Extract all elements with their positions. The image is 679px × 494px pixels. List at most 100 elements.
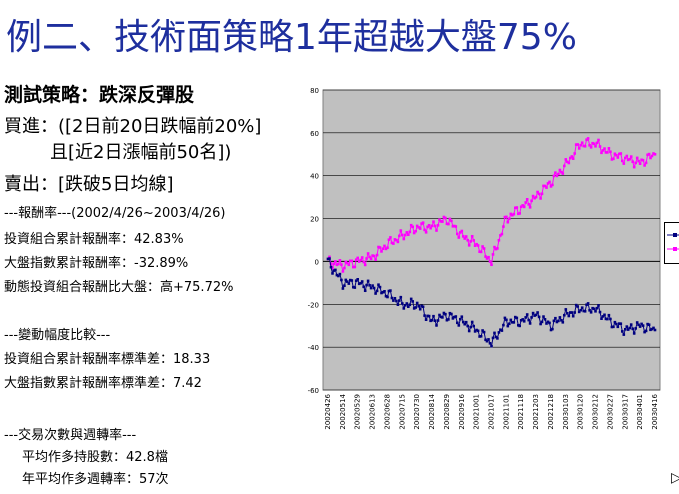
data-point-market [407, 305, 410, 308]
data-point-market [362, 285, 365, 289]
data-point-market [417, 305, 420, 308]
data-point-market [528, 322, 532, 325]
data-point-portfolio [493, 245, 496, 249]
plot-area [322, 89, 661, 391]
data-point-market [598, 310, 602, 314]
data-point-market [509, 318, 513, 322]
x-tick-label: 20030317 [621, 394, 629, 430]
data-point-portfolio [335, 263, 339, 267]
y-tick-label: 20 [310, 216, 319, 224]
data-point-portfolio [392, 242, 395, 245]
data-point-market [561, 321, 565, 324]
data-point-portfolio [463, 237, 466, 240]
data-point-portfolio [396, 240, 400, 244]
data-point-market [622, 333, 626, 336]
data-point-market [555, 320, 559, 324]
data-point-portfolio [644, 161, 648, 165]
data-point-market [445, 318, 449, 322]
data-point-market [530, 316, 533, 319]
data-point-portfolio [629, 155, 633, 158]
x-tick-label: 20020829 [443, 394, 451, 430]
data-point-portfolio [337, 262, 340, 266]
data-point-portfolio [433, 224, 437, 228]
data-point-portfolio [604, 151, 608, 154]
data-point-portfolio [363, 263, 367, 267]
data-point-market [527, 318, 530, 322]
data-point-portfolio [482, 247, 486, 250]
data-point-portfolio [366, 252, 370, 255]
data-point-portfolio [456, 232, 459, 236]
data-point-portfolio [329, 262, 333, 265]
data-point-market [450, 312, 453, 316]
data-point-portfolio [536, 190, 539, 194]
data-point-portfolio [346, 261, 349, 265]
data-point-portfolio [628, 157, 631, 161]
data-point-portfolio [383, 244, 386, 248]
data-point-market [576, 305, 579, 308]
data-point-market [497, 331, 501, 334]
x-tick-label: 20030212 [592, 394, 600, 430]
data-point-market [585, 303, 588, 306]
data-point-portfolio [500, 232, 504, 236]
data-point-portfolio [432, 220, 435, 223]
x-tick-label: 20020916 [458, 393, 466, 429]
data-point-portfolio [641, 158, 645, 162]
data-point-portfolio [347, 263, 351, 267]
data-point-portfolio [589, 146, 593, 149]
data-point-market [643, 330, 646, 334]
data-point-market [637, 323, 640, 327]
data-point-portfolio [591, 141, 594, 145]
data-point-market [429, 319, 432, 323]
data-point-market [457, 324, 461, 327]
data-point-portfolio [652, 152, 655, 155]
data-point-portfolio [421, 221, 425, 224]
data-point-market [522, 320, 526, 323]
data-point-market [462, 320, 465, 324]
data-point-market [482, 330, 486, 334]
next-slide-arrow-icon[interactable]: ▷ [671, 470, 679, 486]
data-point-market [533, 314, 536, 317]
data-point-market [371, 284, 374, 287]
x-tick-label: 20020715 [398, 394, 406, 430]
x-tick-label: 20021203 [532, 394, 540, 430]
data-point-portfolio [524, 201, 527, 204]
data-point-market [464, 320, 468, 324]
data-point-portfolio [405, 231, 409, 234]
data-point-market [375, 289, 379, 293]
data-point-portfolio [567, 161, 571, 165]
x-tick-label: 20020426 [324, 393, 332, 429]
data-point-portfolio [579, 143, 582, 147]
data-point-market [340, 278, 343, 282]
data-point-market [359, 281, 362, 285]
data-point-market [435, 324, 438, 327]
data-point-portfolio [586, 137, 590, 140]
data-point-market [412, 307, 416, 310]
data-point-market [508, 322, 511, 326]
data-point-market [488, 342, 492, 345]
data-point-market [490, 344, 493, 348]
data-point-portfolio [481, 245, 484, 248]
data-point-market [444, 312, 447, 316]
data-point-portfolio [453, 224, 456, 228]
data-point-portfolio [430, 224, 434, 228]
data-point-market [512, 321, 516, 324]
data-point-market [332, 269, 336, 272]
data-point-portfolio [417, 226, 420, 229]
data-point-market [577, 310, 581, 314]
data-point-portfolio [600, 151, 603, 155]
data-point-portfolio [356, 256, 359, 260]
data-point-portfolio [594, 145, 597, 148]
data-point-portfolio [555, 174, 559, 178]
data-point-portfolio [438, 218, 441, 221]
data-point-market [475, 328, 478, 332]
data-point-portfolio [341, 270, 345, 273]
data-point-portfolio [360, 256, 364, 259]
data-point-market [521, 318, 524, 321]
data-point-market [343, 284, 346, 287]
x-tick-label: 20021001 [473, 394, 481, 430]
data-point-portfolio [499, 234, 502, 237]
data-point-portfolio [634, 161, 637, 165]
data-point-portfolio [650, 154, 654, 158]
data-point-portfolio [429, 226, 432, 230]
data-point-portfolio [622, 162, 626, 165]
